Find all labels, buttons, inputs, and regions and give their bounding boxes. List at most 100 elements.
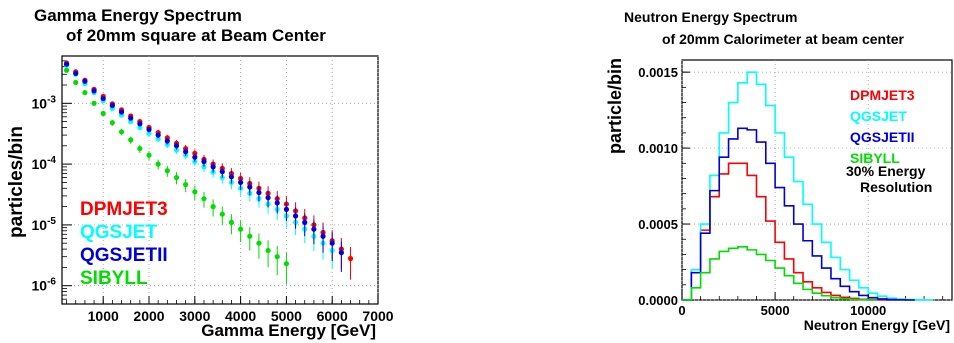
right-series-qgsjetii-line xyxy=(682,127,915,301)
left-point xyxy=(109,120,115,126)
left-point xyxy=(238,179,244,186)
left-point xyxy=(283,206,290,212)
right-x-tick-label: 10000 xyxy=(850,303,886,318)
left-x-tick-label: 3000 xyxy=(179,308,210,324)
left-x-axis-label: Gamma Energy [GeV] xyxy=(201,321,376,340)
left-y-tick-label: 10-3 xyxy=(32,94,57,111)
left-point xyxy=(128,115,134,121)
left-point xyxy=(210,204,216,210)
left-point xyxy=(256,240,262,246)
right-legend-sibyll: SIBYLL xyxy=(850,150,900,166)
left-y-tick-label: 10-4 xyxy=(32,155,57,172)
left-y-tick-label: 10-5 xyxy=(32,216,57,233)
left-point xyxy=(164,138,170,144)
left-point xyxy=(311,226,317,232)
left-point xyxy=(63,67,70,73)
right-legend: DPMJET3 QGSJET QGSJETII SIBYLL xyxy=(850,87,915,166)
left-marks xyxy=(63,60,354,284)
right-annotation-line1: 30% Energy xyxy=(846,163,926,179)
left-point xyxy=(100,95,106,102)
left-point xyxy=(73,70,79,77)
left-point xyxy=(183,149,189,155)
left-ticks: 1000 2000 3000 4000 5000 6000 7000 10-6 10-5 10-4… xyxy=(32,55,394,324)
left-point xyxy=(118,109,125,115)
right-annotation-line2: Resolution xyxy=(860,179,932,195)
left-legend-dpmjet3: DPMJET3 xyxy=(80,199,168,220)
left-point xyxy=(155,136,161,142)
left-point xyxy=(219,169,225,175)
left-point xyxy=(118,129,125,135)
left-point xyxy=(173,147,180,153)
left-point xyxy=(164,168,170,174)
left-point xyxy=(210,164,216,170)
left-point xyxy=(219,211,225,217)
left-point xyxy=(146,152,152,158)
right-legend-dpmjet3: DPMJET3 xyxy=(850,87,915,103)
left-point xyxy=(338,250,344,256)
right-y-tick-label: 0.0000 xyxy=(638,293,678,308)
right-ticks: 0 5000 10000 0.0000 0.0005 0.0010 0.0015 xyxy=(638,65,944,318)
left-point xyxy=(100,110,106,117)
right-x-tick-label: 0 xyxy=(678,303,685,318)
left-point xyxy=(109,102,115,109)
left-point xyxy=(228,219,235,225)
left-point xyxy=(173,174,180,181)
left-point xyxy=(192,154,198,160)
left-title-line2: of 20mm square at Beam Center xyxy=(66,26,326,45)
left-y-tick-label: 10-6 xyxy=(32,277,57,294)
left-x-tick-label: 4000 xyxy=(225,308,256,324)
left-point xyxy=(320,233,326,239)
left-point xyxy=(201,158,207,165)
left-point xyxy=(265,247,271,254)
left-point xyxy=(283,261,290,267)
right-x-axis-label: Neutron Energy [GeV] xyxy=(804,317,950,333)
left-x-tick-label: 2000 xyxy=(133,308,164,324)
left-point xyxy=(238,226,244,232)
right-title-line1: Neutron Energy Spectrum xyxy=(624,9,797,25)
left-series-qgsjetii xyxy=(63,61,344,273)
left-point xyxy=(91,88,97,94)
left-point xyxy=(63,61,70,67)
right-y-tick-label: 0.0010 xyxy=(638,141,678,156)
left-plot-frame xyxy=(61,55,379,305)
left-y-axis-label: particles/bin xyxy=(6,126,27,238)
left-series-sibyll xyxy=(63,67,290,284)
right-x-tick-label: 5000 xyxy=(761,303,790,318)
left-point xyxy=(82,78,88,84)
right-title-line2: of 20mm Calorimeter at beam center xyxy=(662,31,905,47)
left-point xyxy=(128,137,134,143)
right-legend-qgsjetii: QGSJETII xyxy=(850,129,915,145)
neutron-spectrum-chart: Neutron Energy Spectrum of 20mm Calorime… xyxy=(605,9,953,333)
right-marks xyxy=(682,71,934,301)
right-y-tick-label: 0.0015 xyxy=(638,65,678,80)
left-legend-qgsjetii: QGSJETII xyxy=(80,245,168,266)
right-y-tick-label: 0.0005 xyxy=(638,217,678,232)
right-legend-qgsjet: QGSJET xyxy=(850,108,907,124)
right-series-sibyll-line xyxy=(682,246,878,301)
left-point xyxy=(137,145,143,152)
left-point xyxy=(137,121,143,127)
left-point xyxy=(247,233,253,239)
left-point xyxy=(228,174,235,180)
left-x-tick-label: 5000 xyxy=(271,308,302,324)
left-point xyxy=(192,189,198,195)
left-point xyxy=(155,161,161,167)
left-point xyxy=(274,200,280,206)
left-legend-qgsjet: QGSJET xyxy=(80,222,157,243)
left-point xyxy=(274,254,280,260)
left-point xyxy=(183,182,189,188)
left-point xyxy=(256,189,262,196)
left-x-tick-label: 7000 xyxy=(362,308,393,324)
left-point xyxy=(91,100,97,106)
left-point xyxy=(146,126,152,133)
right-plot-frame xyxy=(681,59,953,301)
left-legend-sibyll: SIBYLL xyxy=(80,268,148,289)
left-point xyxy=(73,79,79,86)
left-point xyxy=(265,195,271,201)
left-title-line1: Gamma Energy Spectrum xyxy=(34,6,242,25)
left-point xyxy=(347,255,354,262)
left-point xyxy=(146,130,152,136)
left-point xyxy=(201,196,207,202)
right-y-axis-label: particle/bin xyxy=(605,58,625,154)
